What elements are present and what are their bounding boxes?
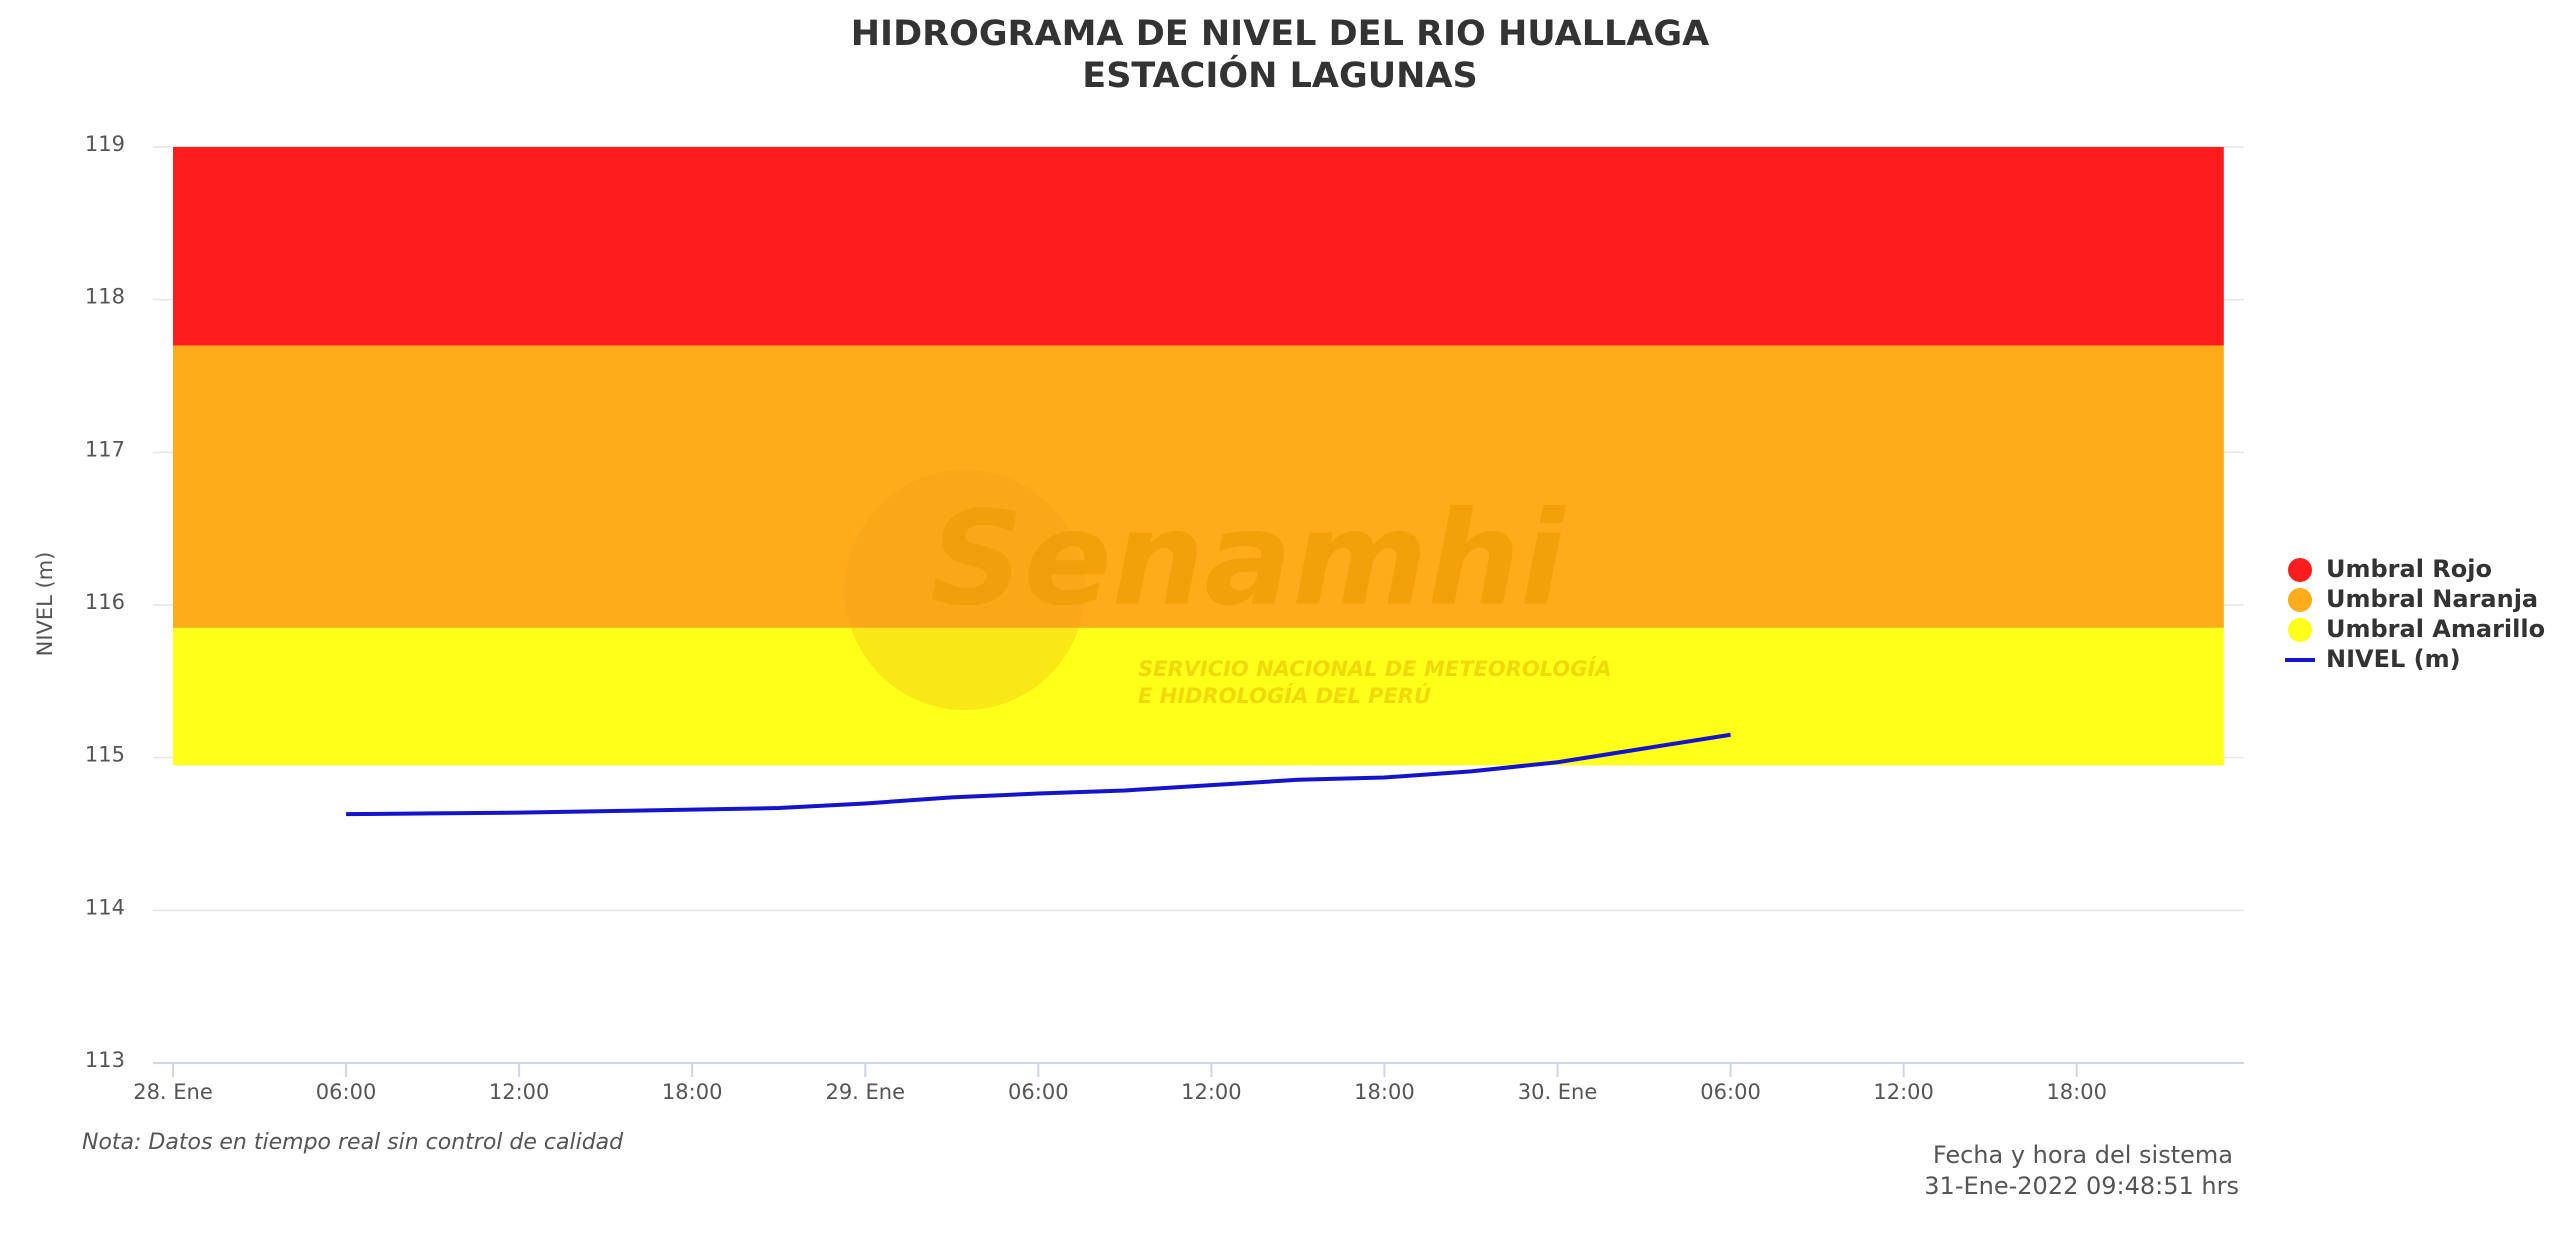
x-tick-label: 12:00 <box>489 1080 550 1104</box>
x-tick-label: 06:00 <box>1008 1080 1069 1104</box>
y-tick-label: 118 <box>85 285 125 309</box>
y-tick-label: 114 <box>85 895 125 919</box>
y-tick-label: 117 <box>85 437 125 461</box>
legend-label: Umbral Amarillo <box>2326 615 2545 643</box>
legend-marker <box>2288 558 2312 582</box>
y-tick-label: 115 <box>85 743 125 767</box>
x-tick-label: 18:00 <box>2046 1080 2107 1104</box>
y-tick-label: 116 <box>85 590 125 614</box>
note: Nota: Datos en tiempo real sin control d… <box>82 1130 624 1155</box>
x-tick-label: 12:00 <box>1181 1080 1242 1104</box>
threshold-band <box>173 345 2224 628</box>
watermark-sun <box>845 470 1085 710</box>
legend-marker <box>2288 618 2312 642</box>
system-label: Fecha y hora del sistema <box>1933 1141 2233 1169</box>
x-tick-label: 12:00 <box>1873 1080 1934 1104</box>
legend-label: NIVEL (m) <box>2326 645 2461 673</box>
watermark-name: Senamhi <box>930 483 1567 635</box>
watermark-line: SERVICIO NACIONAL DE METEOROLOGÍA <box>1138 656 1612 681</box>
legend-label: Umbral Naranja <box>2326 585 2538 613</box>
x-tick-label: 29. Ene <box>825 1080 905 1104</box>
legend-marker <box>2288 588 2312 612</box>
x-tick-label: 18:00 <box>1354 1080 1415 1104</box>
series-line <box>346 732 1731 817</box>
system-time: 31-Ene-2022 09:48:51 hrs <box>1924 1172 2239 1200</box>
x-tick-label: 28. Ene <box>133 1080 213 1104</box>
chart-subtitle: ESTACIÓN LAGUNAS <box>1082 54 1477 96</box>
chart-title: HIDROGRAMA DE NIVEL DEL RIO HUALLAGA <box>851 14 1709 54</box>
threshold-band <box>173 627 2224 766</box>
watermark-line: E HIDROLOGÍA DEL PERÚ <box>1138 683 1431 708</box>
x-tick-label: 06:00 <box>1700 1080 1761 1104</box>
x-tick-label: 30. Ene <box>1518 1080 1598 1104</box>
x-tick-label: 18:00 <box>662 1080 723 1104</box>
y-tick-label: 119 <box>85 132 125 156</box>
legend-label: Umbral Rojo <box>2326 555 2492 583</box>
threshold-band <box>173 147 2224 346</box>
y-axis-title: NIVEL (m) <box>33 552 57 657</box>
x-tick-label: 06:00 <box>316 1080 377 1104</box>
y-tick-label: 113 <box>85 1048 125 1072</box>
